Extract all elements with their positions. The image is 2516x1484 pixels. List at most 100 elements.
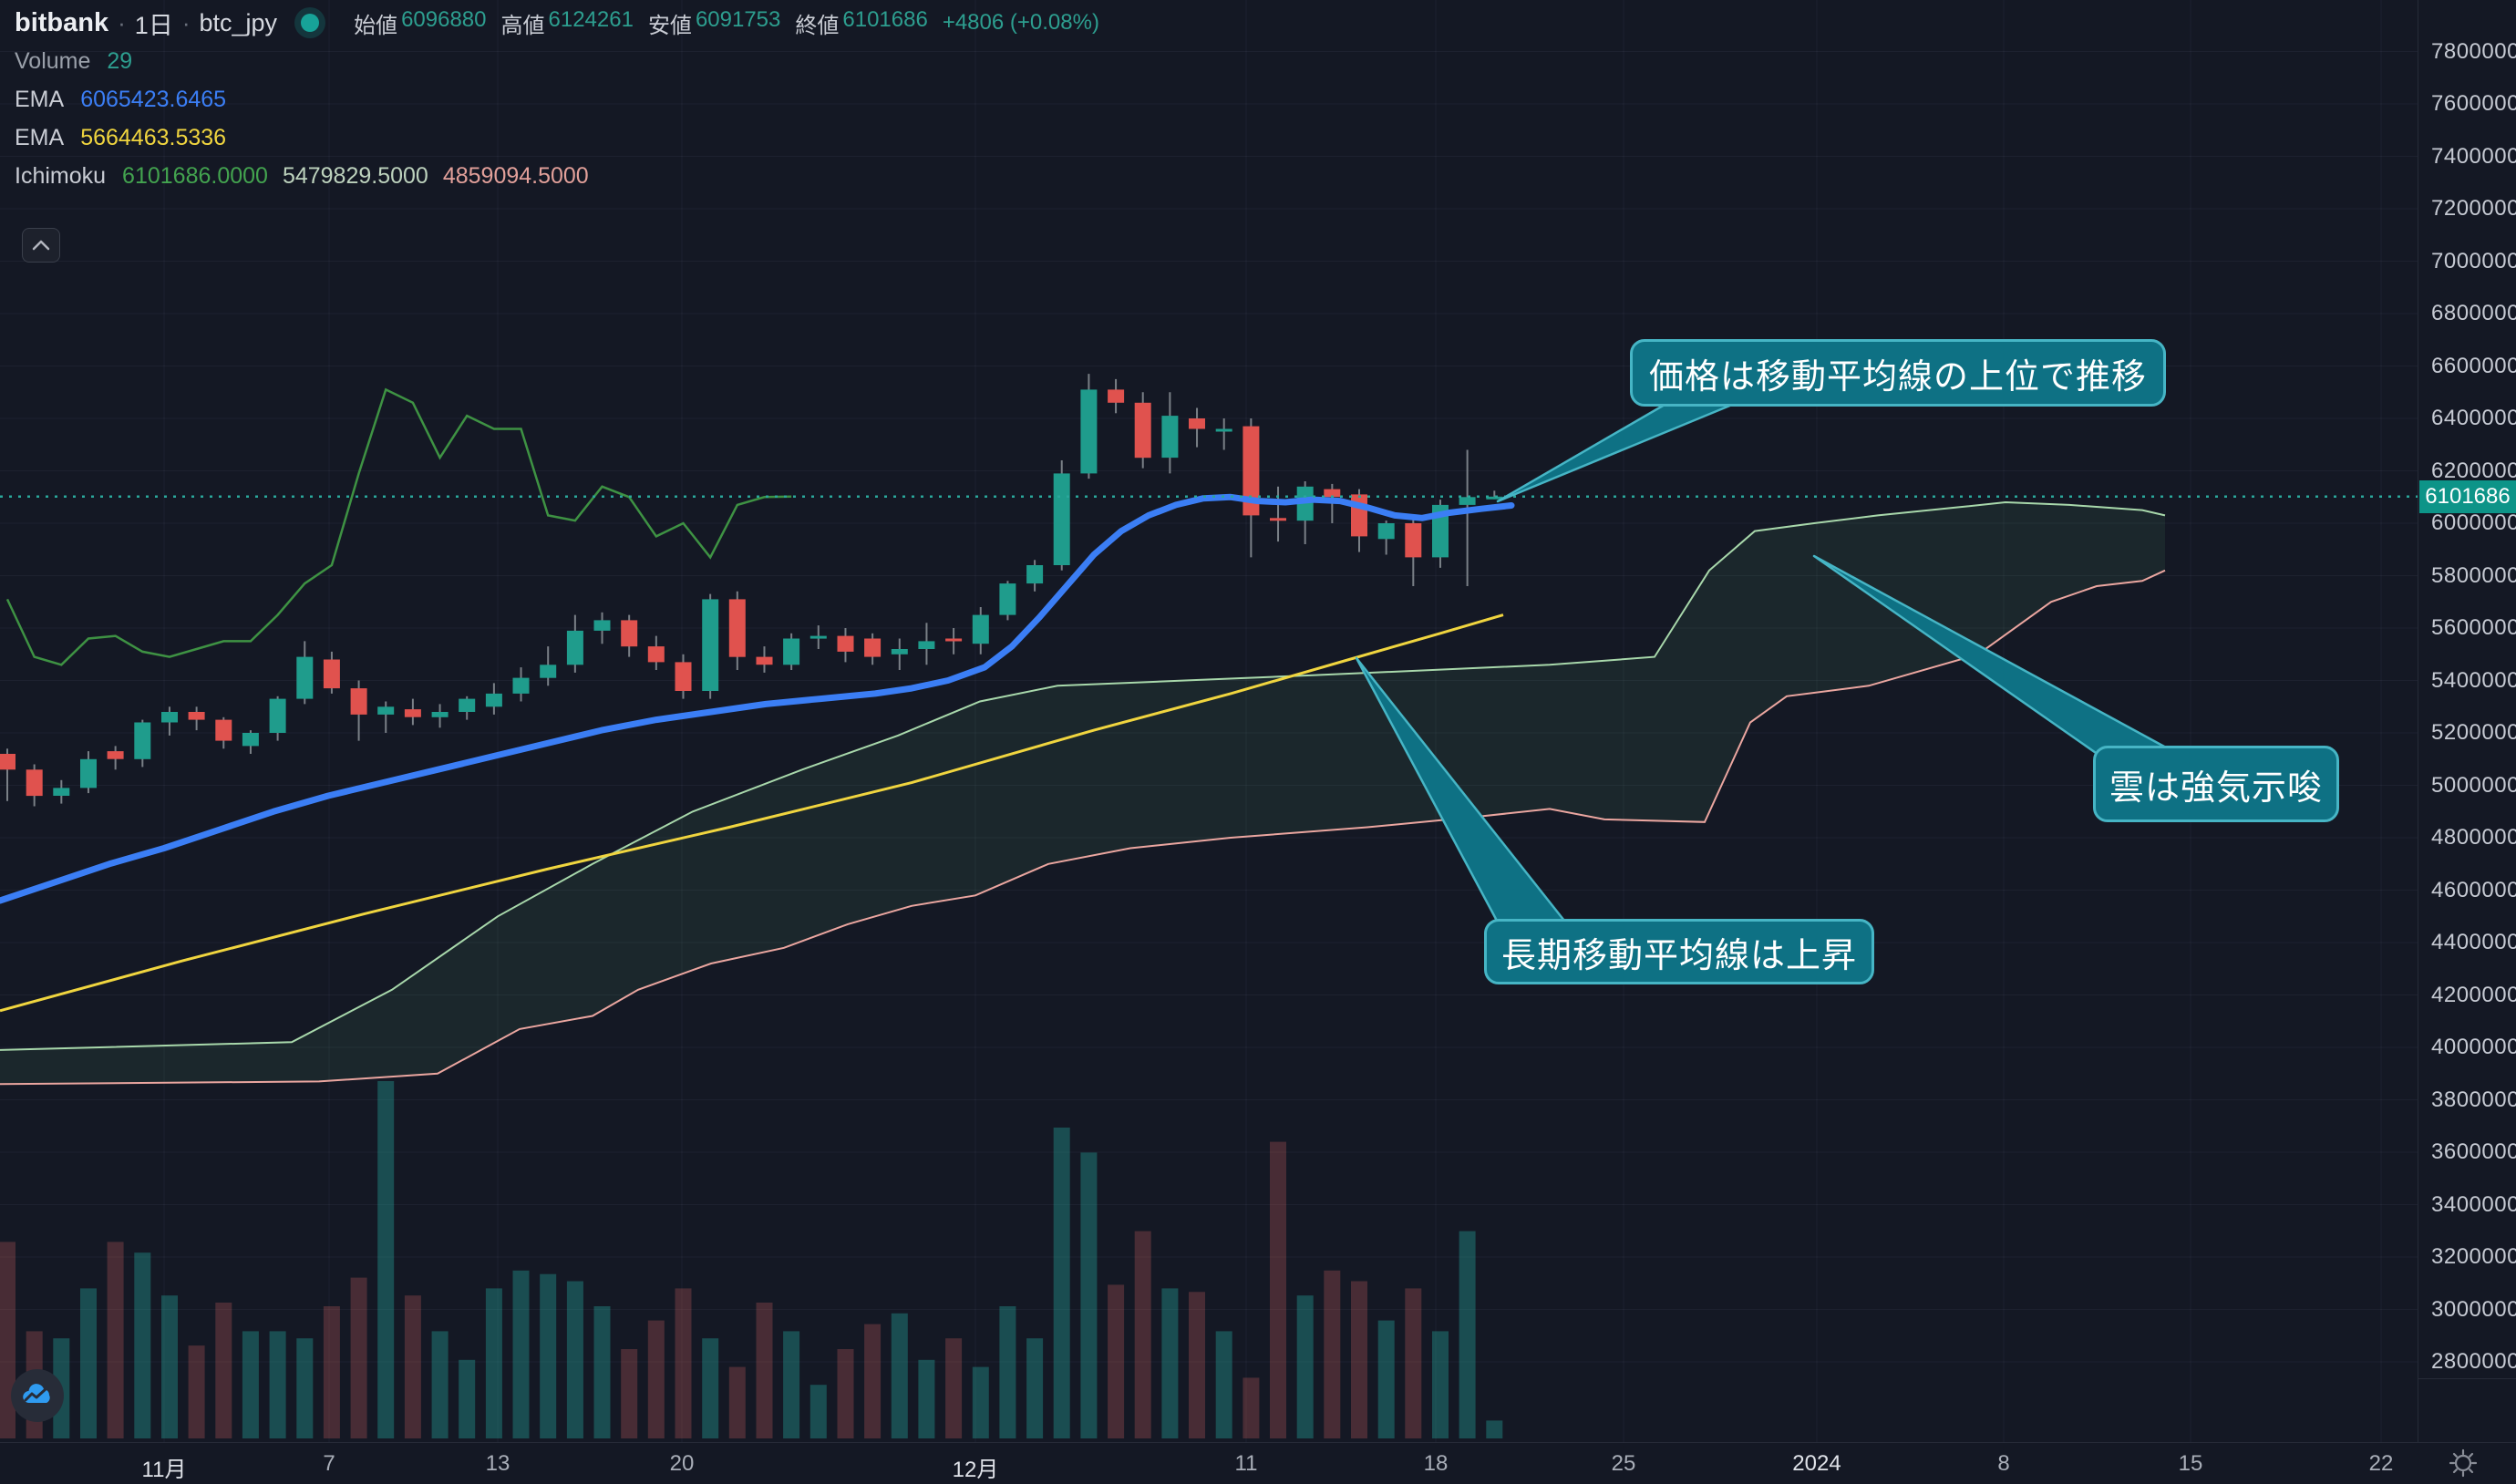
close-label: 終値 <box>795 13 840 38</box>
senkou-b-line <box>0 569 2166 1086</box>
volume-bar <box>702 1338 719 1438</box>
time-axis-label: 11月 <box>141 1458 187 1482</box>
candle-body <box>945 638 963 642</box>
price-axis-label: 6200000 <box>2431 459 2516 483</box>
platform-logo[interactable] <box>11 1369 64 1422</box>
ichimoku-senkou-a-value: 5479829.5000 <box>282 162 428 189</box>
price-axis-label: 6000000 <box>2431 510 2516 535</box>
time-axis-label: 25 <box>1611 1451 1636 1476</box>
volume-bar <box>188 1345 205 1438</box>
interval-button[interactable]: 1日 <box>134 11 173 39</box>
cloud-logo-icon <box>23 1384 50 1404</box>
price-axis-label: 5800000 <box>2431 563 2516 588</box>
time-axis[interactable]: 11月 7 13 20 12月 11 18 25 2024 8 15 22 <box>0 1442 2516 1484</box>
candle-body <box>296 656 314 699</box>
volume-bar <box>161 1295 178 1438</box>
collapse-indicators-button[interactable] <box>22 228 60 263</box>
volume-bar <box>1324 1270 1341 1438</box>
volume-bar <box>1296 1295 1314 1438</box>
candle-body <box>891 649 908 654</box>
candle-body <box>702 599 719 691</box>
price-axis-label: 3600000 <box>2431 1139 2516 1164</box>
candle-body <box>1324 489 1341 498</box>
time-axis-label: 22 <box>2368 1451 2394 1476</box>
ema-slow-line <box>0 613 1504 1013</box>
volume-bar <box>0 1242 15 1438</box>
time-axis-label: 20 <box>669 1451 695 1476</box>
volume-bar <box>621 1349 638 1438</box>
candle-body <box>1108 389 1125 403</box>
price-axis-label: 4600000 <box>2431 878 2516 902</box>
chart-canvas[interactable] <box>0 0 2418 1442</box>
candle-body <box>1026 565 1044 584</box>
price-axis-label: 7000000 <box>2431 249 2516 273</box>
price-axis-label: 7200000 <box>2431 196 2516 221</box>
candle-body <box>540 665 557 678</box>
change-value: +4806 (+0.08%) <box>942 10 1099 35</box>
volume-row[interactable]: Volume 29 <box>15 42 1099 80</box>
candle-body <box>918 641 935 649</box>
pair-name[interactable]: btc_jpy <box>199 8 278 36</box>
ema-slow-row[interactable]: EMA 5664463.5336 <box>15 119 1099 157</box>
volume-bar <box>1459 1231 1476 1438</box>
axis-settings-button[interactable] <box>2445 1445 2481 1481</box>
annotation-longterm-ma-rising[interactable]: 長期移動平均線は上昇 <box>1484 919 1874 984</box>
high-value: 6124261 <box>548 6 634 32</box>
time-axis-label: 12月 <box>952 1458 999 1482</box>
candle-body <box>1215 428 1232 432</box>
volume-value: 29 <box>107 47 133 74</box>
volume-bar <box>1405 1288 1422 1438</box>
volume-bar <box>512 1270 530 1438</box>
volume-bar <box>728 1366 746 1438</box>
candle-body <box>26 769 43 797</box>
price-axis-label: 5400000 <box>2431 668 2516 693</box>
price-axis-label: 6600000 <box>2431 354 2516 378</box>
volume-bar <box>1243 1377 1260 1438</box>
separator-dot: · <box>118 8 126 36</box>
price-axis-divider <box>2418 1378 2516 1379</box>
volume-bar <box>999 1306 1016 1438</box>
volume-bar <box>891 1313 908 1438</box>
chart-legend: bitbank · 1日 · btc_jpy 始値 6096880 高値 61242… <box>15 4 1099 195</box>
price-axis-label: 6400000 <box>2431 406 2516 430</box>
candle-body <box>837 635 854 652</box>
candle-body <box>1377 523 1395 540</box>
volume-label: Volume <box>15 47 91 74</box>
candle-body <box>107 751 124 759</box>
gear-icon <box>2449 1448 2478 1478</box>
volume-bar <box>1080 1152 1098 1438</box>
ichimoku-row[interactable]: Ichimoku 6101686.0000 5479829.5000 48590… <box>15 157 1099 195</box>
price-axis-label: 2800000 <box>2431 1349 2516 1374</box>
price-axis-label: 4800000 <box>2431 825 2516 850</box>
time-axis-label: 8 <box>1997 1451 2010 1476</box>
low-value: 6091753 <box>695 6 781 32</box>
time-axis-label: 15 <box>2178 1451 2203 1476</box>
price-axis-label: 7400000 <box>2431 144 2516 169</box>
annotation-price-above-ma[interactable]: 価格は移動平均線の上位で推移 <box>1630 339 2166 407</box>
volume-bar <box>566 1281 583 1438</box>
volume-bar <box>323 1306 340 1438</box>
time-axis-label: 2024 <box>1792 1451 1841 1476</box>
price-axis[interactable]: 7800000 7600000 7400000 7200000 7000000 68000… <box>2418 0 2516 1442</box>
volume-bar <box>269 1331 286 1438</box>
volume-bar <box>1432 1331 1449 1438</box>
symbol-name[interactable]: bitbank <box>15 7 109 37</box>
volume-bar <box>404 1295 421 1438</box>
volume-bar <box>675 1288 692 1438</box>
volume-bar <box>593 1306 611 1438</box>
ichimoku-chikou-value: 6101686.0000 <box>122 162 268 189</box>
candle-body <box>1134 402 1151 459</box>
volume-bar <box>1351 1281 1367 1438</box>
volume-bar <box>350 1277 367 1438</box>
ema-slow-value: 5664463.5336 <box>80 124 227 150</box>
volume-bar <box>1026 1338 1044 1438</box>
candle-body <box>80 758 97 788</box>
candle-body <box>1189 418 1205 429</box>
candle-body <box>188 712 205 720</box>
price-axis-label: 5000000 <box>2431 773 2516 798</box>
candle-body <box>675 662 692 691</box>
ema-fast-row[interactable]: EMA 6065423.6465 <box>15 80 1099 119</box>
candle-body <box>215 719 232 741</box>
annotation-bullish-cloud[interactable]: 雲は強気示唆 <box>2093 746 2339 822</box>
